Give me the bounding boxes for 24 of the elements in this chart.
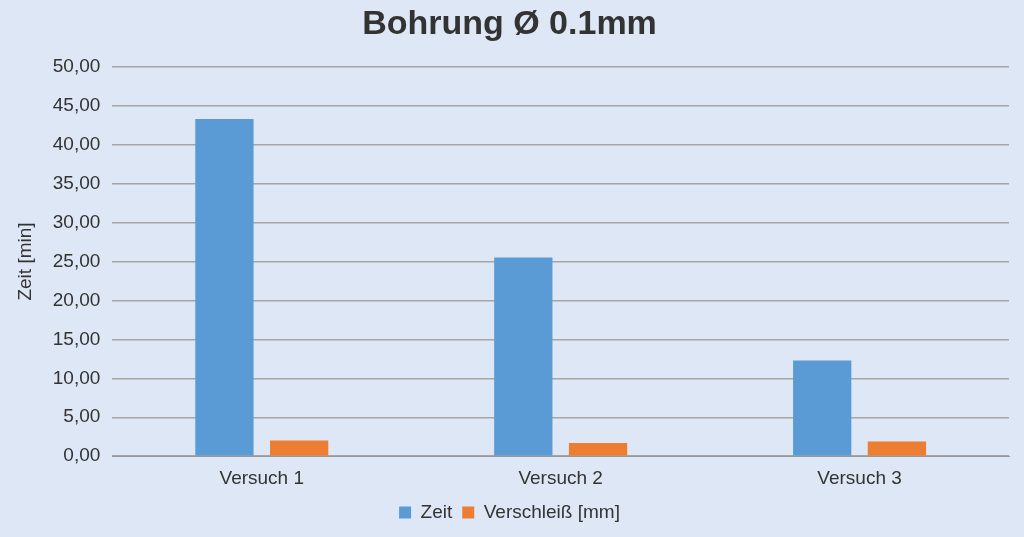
y-tick-label: 20,00 (52, 288, 101, 310)
x-tick-label: Versuch 1 (219, 466, 305, 488)
legend-label: Zeit (420, 500, 453, 522)
chart-title: Bohrung Ø 0.1mm (362, 2, 657, 41)
bar (568, 442, 628, 456)
y-tick-label: 15,00 (52, 327, 101, 349)
bar (270, 440, 329, 456)
y-tick-label: 0,00 (63, 444, 101, 466)
bar (867, 441, 927, 456)
bar (793, 360, 852, 456)
y-tick-label: 30,00 (52, 210, 101, 232)
y-tick-label: 5,00 (63, 405, 101, 427)
y-tick-label: 40,00 (52, 132, 101, 154)
x-tick-label: Versuch 3 (817, 466, 902, 488)
x-tick-label: Versuch 2 (518, 466, 603, 488)
bar (195, 118, 254, 456)
y-tick-label: 25,00 (52, 249, 101, 271)
y-tick-label: 50,00 (52, 55, 101, 77)
y-axis-title: Zeit [min] (13, 222, 35, 301)
y-tick-label: 45,00 (52, 93, 101, 115)
y-tick-label: 35,00 (52, 171, 101, 193)
bar (494, 257, 553, 456)
y-tick-label: 10,00 (52, 366, 101, 388)
legend-label: Verschleiß [mm] (483, 500, 620, 522)
